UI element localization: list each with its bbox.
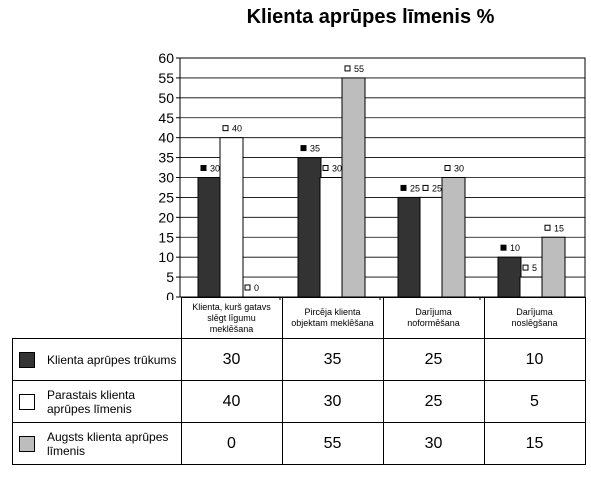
data-label-marker bbox=[322, 165, 329, 171]
data-label: 10 bbox=[510, 243, 520, 253]
y-tick-label: 60 bbox=[158, 50, 174, 66]
data-label: 35 bbox=[310, 144, 320, 154]
table-cell: 30 bbox=[382, 422, 485, 465]
bar-chart: 0 5 10 15 20 25 30 35 40 45 50 55 60 30 40 0 35 30 55 25 25 3… bbox=[158, 50, 586, 300]
table-header-row: Klienta, kurš gatavs slēgt līgumu meklēš… bbox=[13, 297, 586, 339]
bar bbox=[441, 177, 466, 298]
table-cell: 25 bbox=[382, 338, 485, 381]
bar bbox=[297, 157, 322, 298]
table-category-header: Klienta, kurš gatavs slēgt līgumu meklēš… bbox=[180, 297, 283, 339]
data-label: 30 bbox=[332, 164, 342, 174]
y-tick-label: 55 bbox=[158, 70, 174, 86]
y-tick-label: 45 bbox=[158, 110, 174, 126]
data-label-marker bbox=[444, 165, 451, 171]
table-cell: 35 bbox=[281, 338, 384, 381]
data-label: 15 bbox=[554, 223, 564, 233]
table-category-header: Darījuma noslēgšana bbox=[483, 297, 586, 339]
data-label-marker bbox=[500, 244, 507, 251]
series-label: Augsts klienta aprūpes līmenis bbox=[47, 429, 169, 458]
chart-title: Klienta aprūpes līmenis % bbox=[246, 6, 495, 28]
series-swatch bbox=[19, 351, 35, 368]
data-label: 40 bbox=[232, 124, 242, 134]
bar bbox=[419, 196, 444, 298]
table-category-header: Pircēja klienta objektam meklēšana bbox=[281, 297, 384, 339]
table-cell: 5 bbox=[483, 380, 586, 423]
table-cell: 55 bbox=[281, 422, 384, 465]
data-label-marker bbox=[422, 184, 429, 191]
y-tick-label: 50 bbox=[158, 90, 174, 106]
legend-cell: Klienta aprūpes trūkums bbox=[12, 338, 182, 381]
legend-cell: Augsts klienta aprūpes līmenis bbox=[12, 422, 182, 465]
y-tick-label: 5 bbox=[166, 269, 174, 285]
y-tick-label: 40 bbox=[158, 130, 174, 146]
table-cell: 0 bbox=[180, 422, 283, 465]
series-label: Parastais klienta aprūpes līmenis bbox=[47, 387, 136, 416]
data-label: 30 bbox=[454, 164, 464, 174]
bar bbox=[219, 137, 244, 298]
table-cell: 10 bbox=[483, 338, 586, 381]
table-row: Parastais klienta aprūpes līmenis 40 30 … bbox=[12, 380, 586, 423]
data-label-marker bbox=[222, 125, 229, 132]
data-label-marker bbox=[244, 284, 251, 291]
data-label: 25 bbox=[410, 183, 420, 193]
data-label-marker bbox=[522, 264, 529, 271]
data-label: 0 bbox=[254, 283, 259, 293]
data-label-marker bbox=[300, 145, 307, 152]
table-cell: 15 bbox=[483, 422, 586, 465]
data-label: 55 bbox=[354, 64, 364, 74]
y-tick-label: 15 bbox=[158, 229, 174, 245]
data-label: 30 bbox=[210, 164, 220, 174]
data-table: Klienta, kurš gatavs slēgt līgumu meklēš… bbox=[12, 297, 586, 465]
data-label-marker bbox=[200, 165, 207, 171]
table-cell: 30 bbox=[281, 380, 384, 423]
table-cell: 30 bbox=[180, 338, 283, 381]
bar bbox=[519, 276, 544, 298]
table-row: Klienta aprūpes trūkums 30 35 25 10 bbox=[12, 338, 586, 381]
table-corner bbox=[13, 298, 182, 339]
bar bbox=[341, 77, 366, 298]
series-swatch bbox=[19, 393, 35, 410]
bar bbox=[197, 177, 222, 298]
y-tick-label: 25 bbox=[158, 189, 174, 205]
table-cell: 40 bbox=[180, 380, 283, 423]
data-label: 5 bbox=[532, 263, 537, 273]
data-label-marker bbox=[344, 65, 351, 72]
bar bbox=[497, 256, 522, 298]
bar bbox=[541, 236, 566, 298]
y-tick-label: 35 bbox=[158, 150, 174, 166]
series-swatch bbox=[19, 435, 35, 452]
y-tick-label: 30 bbox=[158, 170, 174, 186]
legend-cell: Parastais klienta aprūpes līmenis bbox=[12, 380, 182, 423]
table-row: Augsts klienta aprūpes līmenis 0 55 30 1… bbox=[12, 422, 586, 465]
data-label-marker bbox=[400, 184, 407, 191]
y-tick-label: 0 bbox=[166, 289, 174, 300]
bar bbox=[397, 196, 422, 298]
y-tick-label: 10 bbox=[158, 249, 174, 265]
table-cell: 25 bbox=[382, 380, 485, 423]
bar bbox=[319, 177, 344, 298]
data-label: 25 bbox=[432, 183, 442, 193]
data-label-marker bbox=[544, 224, 551, 231]
y-tick-label: 20 bbox=[158, 209, 174, 225]
table-category-header: Darījuma noformēšana bbox=[382, 297, 485, 339]
series-label: Klienta aprūpes trūkums bbox=[47, 352, 177, 367]
